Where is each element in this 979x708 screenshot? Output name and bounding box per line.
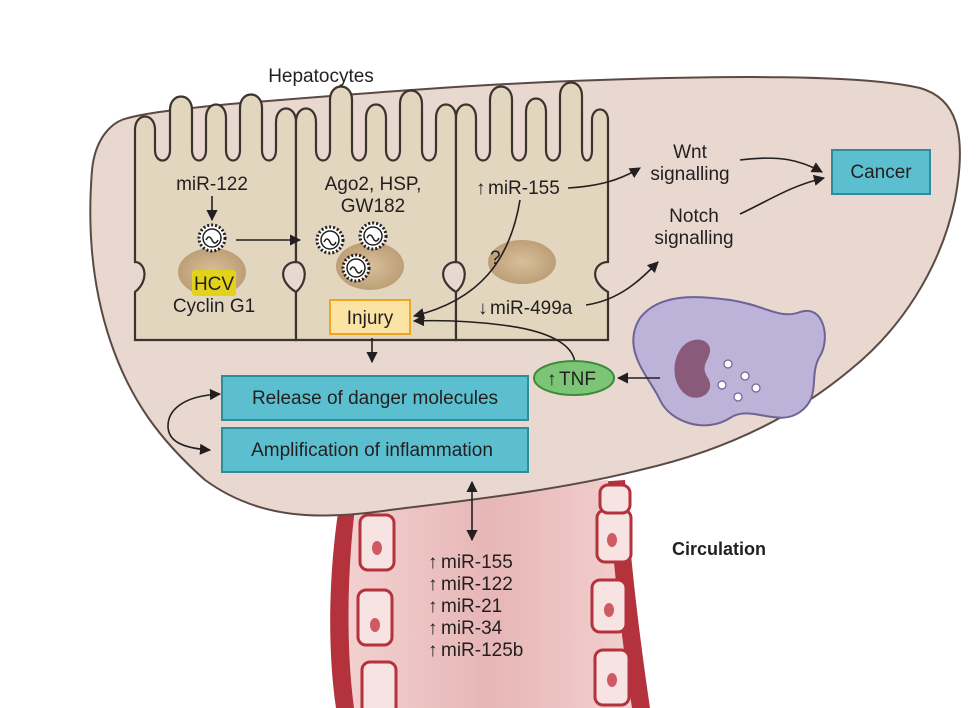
- red-blood-cells: [356, 483, 633, 708]
- up-arrow-icon: ↑: [428, 596, 438, 617]
- circulating-mirna-item: miR-21: [441, 596, 502, 617]
- label-circulation: Circulation: [672, 539, 766, 559]
- hepatocyte-cell-3: [454, 81, 610, 342]
- release-box: [221, 375, 529, 421]
- circulating-mirna-list: ↑ miR-155↑ miR-122↑ miR-21↑ miR-34↑ miR-125b: [428, 552, 523, 661]
- virus-particles: [197, 221, 388, 283]
- tnf-ellipse: [533, 360, 615, 396]
- hepatocytes-group: [133, 81, 610, 342]
- up-arrow-icon: ↑: [428, 640, 438, 661]
- up-arrow-icon: ↑: [476, 178, 486, 199]
- label-mir122-cell: miR-122: [176, 174, 248, 195]
- arrows: [167, 157, 826, 542]
- circulating-mirna-item: miR-125b: [441, 640, 523, 661]
- virus-icon: [341, 253, 371, 283]
- label-injury: Injury: [347, 308, 394, 329]
- label-tnf: TNF: [559, 369, 596, 390]
- label-mir155-cell: miR-155: [488, 178, 560, 199]
- label-release: Release of danger molecules: [252, 388, 498, 409]
- up-arrow-icon: ↑: [428, 618, 438, 639]
- circulating-mirna-item: miR-155: [441, 552, 513, 573]
- label-ago2-line2: GW182: [341, 196, 405, 217]
- down-arrow-icon: ↓: [478, 298, 488, 319]
- hcv-highlight: [192, 270, 236, 296]
- label-wnt-line2: signalling: [650, 164, 729, 185]
- label-ago2-line1: Ago2, HSP,: [325, 174, 422, 195]
- amplification-box: [221, 427, 529, 473]
- label-cancer: Cancer: [850, 162, 912, 183]
- virus-icon: [358, 221, 388, 251]
- virus-icon: [315, 225, 345, 255]
- virus-icon: [197, 223, 227, 253]
- label-notch-line2: signalling: [654, 228, 733, 249]
- label-notch-line1: Notch: [669, 206, 719, 227]
- label-mir499a: miR-499a: [490, 298, 573, 319]
- circulating-mirna-item: miR-34: [441, 618, 503, 639]
- blood-vessel: [330, 480, 650, 708]
- up-arrow-icon: ↑: [428, 574, 438, 595]
- circulating-mirna-item: miR-122: [441, 574, 513, 595]
- nucleus-3: [488, 240, 556, 284]
- label-wnt-line1: Wnt: [673, 142, 708, 163]
- macrophage: [632, 296, 826, 427]
- label-hcv: HCV: [194, 274, 234, 295]
- injury-box: [329, 299, 411, 335]
- tnf-up-arrow-icon: ↑: [547, 369, 557, 390]
- label-amplification: Amplification of inflammation: [251, 440, 493, 461]
- up-arrow-icon: ↑: [428, 552, 438, 573]
- cancer-box: [831, 149, 931, 195]
- label-question: ?: [490, 248, 501, 269]
- label-hepatocytes: Hepatocytes: [268, 66, 374, 87]
- label-cyclin: Cyclin G1: [173, 296, 255, 317]
- hepatocyte-cell-2: [294, 85, 458, 342]
